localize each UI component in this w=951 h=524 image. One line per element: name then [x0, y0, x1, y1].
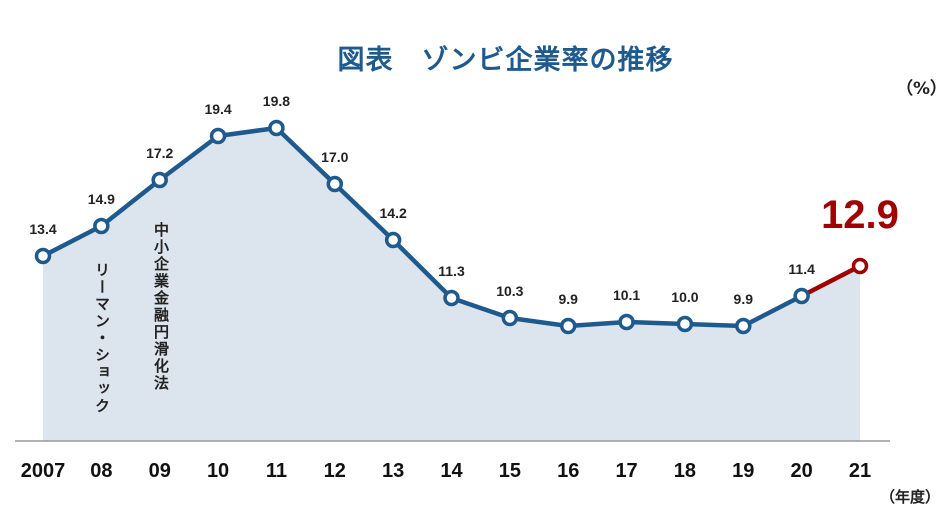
x-unit-label: （年度）	[880, 488, 941, 506]
line-segment	[217, 125, 277, 139]
x-tick-label: 12	[324, 460, 346, 482]
data-label: 9.9	[558, 291, 578, 307]
x-tick-label: 18	[674, 460, 696, 482]
data-label: 9.9	[734, 291, 754, 307]
data-label: 10.0	[671, 289, 698, 305]
data-point	[34, 247, 52, 265]
area-fill	[43, 128, 860, 441]
x-tick-label: 11	[266, 460, 287, 482]
data-point	[209, 127, 227, 145]
line-segment	[333, 182, 395, 242]
annotation-lehman-shock: リーマン・ショック	[93, 262, 111, 415]
x-tick-label: 10	[207, 460, 229, 482]
data-point	[735, 317, 752, 335]
line-segment	[99, 178, 162, 228]
data-label: 19.4	[204, 101, 231, 117]
line-segment	[800, 263, 862, 299]
data-label: 17.2	[146, 145, 173, 161]
x-tick-label: 09	[149, 460, 171, 482]
line-segment	[626, 319, 686, 327]
data-label: 10.3	[496, 283, 523, 299]
x-tick-label: 2007	[21, 460, 66, 482]
x-tick-label: 16	[557, 460, 579, 482]
data-label: 11.3	[438, 263, 465, 279]
data-point	[151, 171, 168, 189]
data-point	[93, 217, 110, 235]
line-segment	[450, 295, 511, 321]
x-tick-label: 08	[90, 460, 112, 482]
x-tick-label: 19	[732, 460, 754, 482]
data-point	[618, 313, 635, 331]
data-label: 10.1	[613, 287, 640, 303]
data-label: 14.9	[88, 191, 115, 207]
data-point	[676, 315, 694, 333]
data-point	[793, 287, 810, 305]
line-segment	[41, 223, 103, 259]
y-unit-label: （%）	[896, 79, 948, 99]
x-tick-label: 14	[440, 460, 463, 482]
chart-title: 図表 ゾンビ企業率の推移	[337, 45, 674, 76]
line-segment	[509, 315, 569, 329]
data-point	[851, 257, 869, 275]
data-point	[443, 289, 460, 307]
line-segment	[391, 238, 454, 300]
data-label: 14.2	[380, 205, 407, 221]
x-tick-label: 17	[615, 460, 637, 482]
data-point	[501, 309, 519, 327]
data-point	[268, 119, 285, 137]
line-segment	[274, 126, 337, 186]
data-label: 13.4	[29, 221, 56, 237]
data-point	[384, 231, 402, 249]
line-segment	[684, 321, 744, 329]
data-point	[559, 317, 577, 335]
data-label: 17.0	[321, 149, 348, 165]
data-point	[326, 175, 344, 193]
data-label: 19.8	[263, 93, 290, 109]
data-label: 11.4	[788, 261, 815, 277]
x-tick-label: 20	[791, 460, 813, 482]
data-label: 12.9	[821, 193, 899, 237]
x-tick-label: 21	[849, 460, 871, 482]
x-tick-label: 15	[499, 460, 521, 482]
line-segment	[568, 319, 627, 329]
line-segment	[158, 134, 220, 182]
x-tick-label: 13	[382, 460, 404, 482]
annotation-sme-finance-act: 中小企業金融円滑化法	[152, 222, 170, 392]
line-segment	[742, 293, 803, 329]
